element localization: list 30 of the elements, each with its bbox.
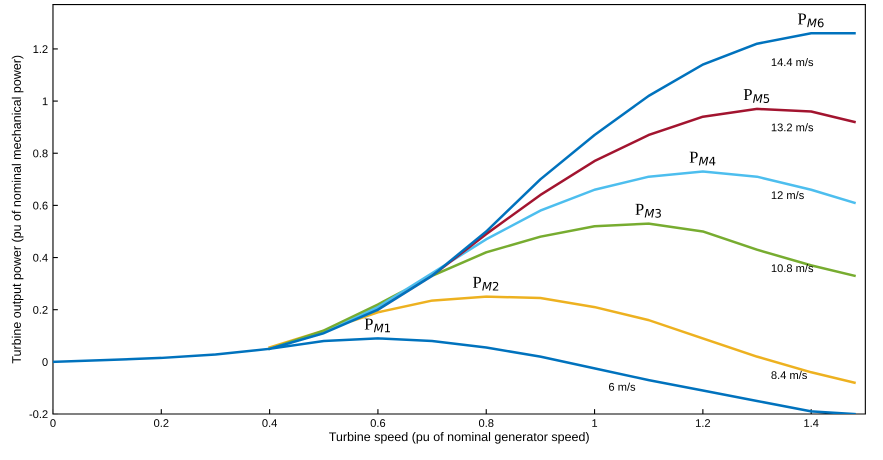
annotation: 8.4 m/s <box>771 370 807 380</box>
x-tick-label: 0.4 <box>262 419 278 428</box>
series-label: P$_{M2}$ <box>472 276 498 291</box>
y-axis-title: Turbine output power (pu of nominal mechanical power) <box>12 56 24 364</box>
x-tick-label: 0.8 <box>478 419 494 428</box>
series-label: P$_{M5}$ <box>744 89 770 103</box>
series-label: P$_{M3}$ <box>635 204 661 218</box>
y-tick-label: 0 <box>42 358 48 366</box>
series-label: P$_{M6}$ <box>798 14 824 28</box>
x-tick-label: 0 <box>50 419 56 428</box>
x-tick-label: 0.6 <box>370 419 386 428</box>
x-axis-title: Turbine speed (pu of nominal generator speed) <box>329 432 589 444</box>
annotation: 12 m/s <box>772 190 804 200</box>
x-tick-label: 1.4 <box>804 419 819 427</box>
series-label: P$_{M1}$ <box>364 318 390 332</box>
y-tick-label: 0.2 <box>33 306 48 314</box>
annotation: 14.4 m/s <box>772 58 814 66</box>
x-tick-label: 0.2 <box>154 419 168 428</box>
x-tick-label: 1.2 <box>696 419 710 427</box>
annotation: 6 m/s <box>609 382 636 391</box>
series-label: P$_{M4}$ <box>690 152 716 166</box>
y-tick-label: 1 <box>42 97 48 106</box>
y-tick-label: 0.6 <box>33 202 48 210</box>
annotation: 10.8 m/s <box>772 264 814 272</box>
x-tick-label: 1 <box>592 419 598 427</box>
y-tick-label: 0.4 <box>33 254 48 262</box>
y-tick-label: 0.8 <box>33 150 48 158</box>
y-tick-label: -0.2 <box>29 410 48 418</box>
y-tick-label: 1.2 <box>34 45 48 53</box>
annotation: 13.2 m/s <box>772 123 814 132</box>
